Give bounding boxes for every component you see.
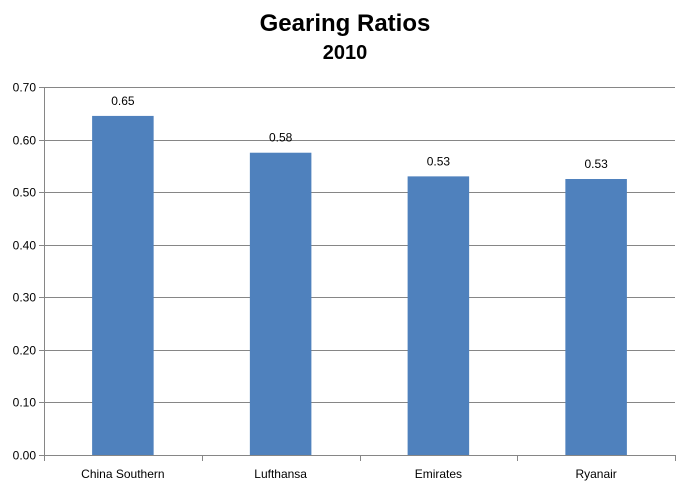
x-tick-label: Lufthansa: [254, 467, 307, 481]
data-label: 0.65: [111, 94, 135, 108]
bar: [249, 152, 312, 455]
y-tick-label: 0.20: [13, 344, 37, 358]
chart-title: Gearing Ratios: [259, 10, 431, 37]
chart-subtitle: 2010: [322, 42, 368, 64]
y-tick-label: 0.70: [13, 81, 37, 95]
data-label: 0.53: [427, 154, 451, 168]
x-tick-label: Ryanair: [575, 467, 616, 481]
data-label: 0.53: [584, 157, 608, 171]
bar: [407, 176, 470, 455]
bar: [92, 115, 154, 456]
y-tick-label: 0.10: [13, 396, 37, 410]
y-tick-label: 0.30: [13, 291, 37, 305]
data-label: 0.58: [269, 131, 293, 145]
bar: [565, 179, 627, 455]
y-tick-label: 0.60: [13, 134, 37, 148]
x-tick-label: Emirates: [415, 467, 462, 481]
y-tick-label: 0.50: [13, 186, 37, 200]
y-tick-label: 0.40: [13, 239, 37, 253]
y-tick-label: 0.00: [13, 449, 37, 463]
x-tick-label: China Southern: [81, 467, 164, 481]
